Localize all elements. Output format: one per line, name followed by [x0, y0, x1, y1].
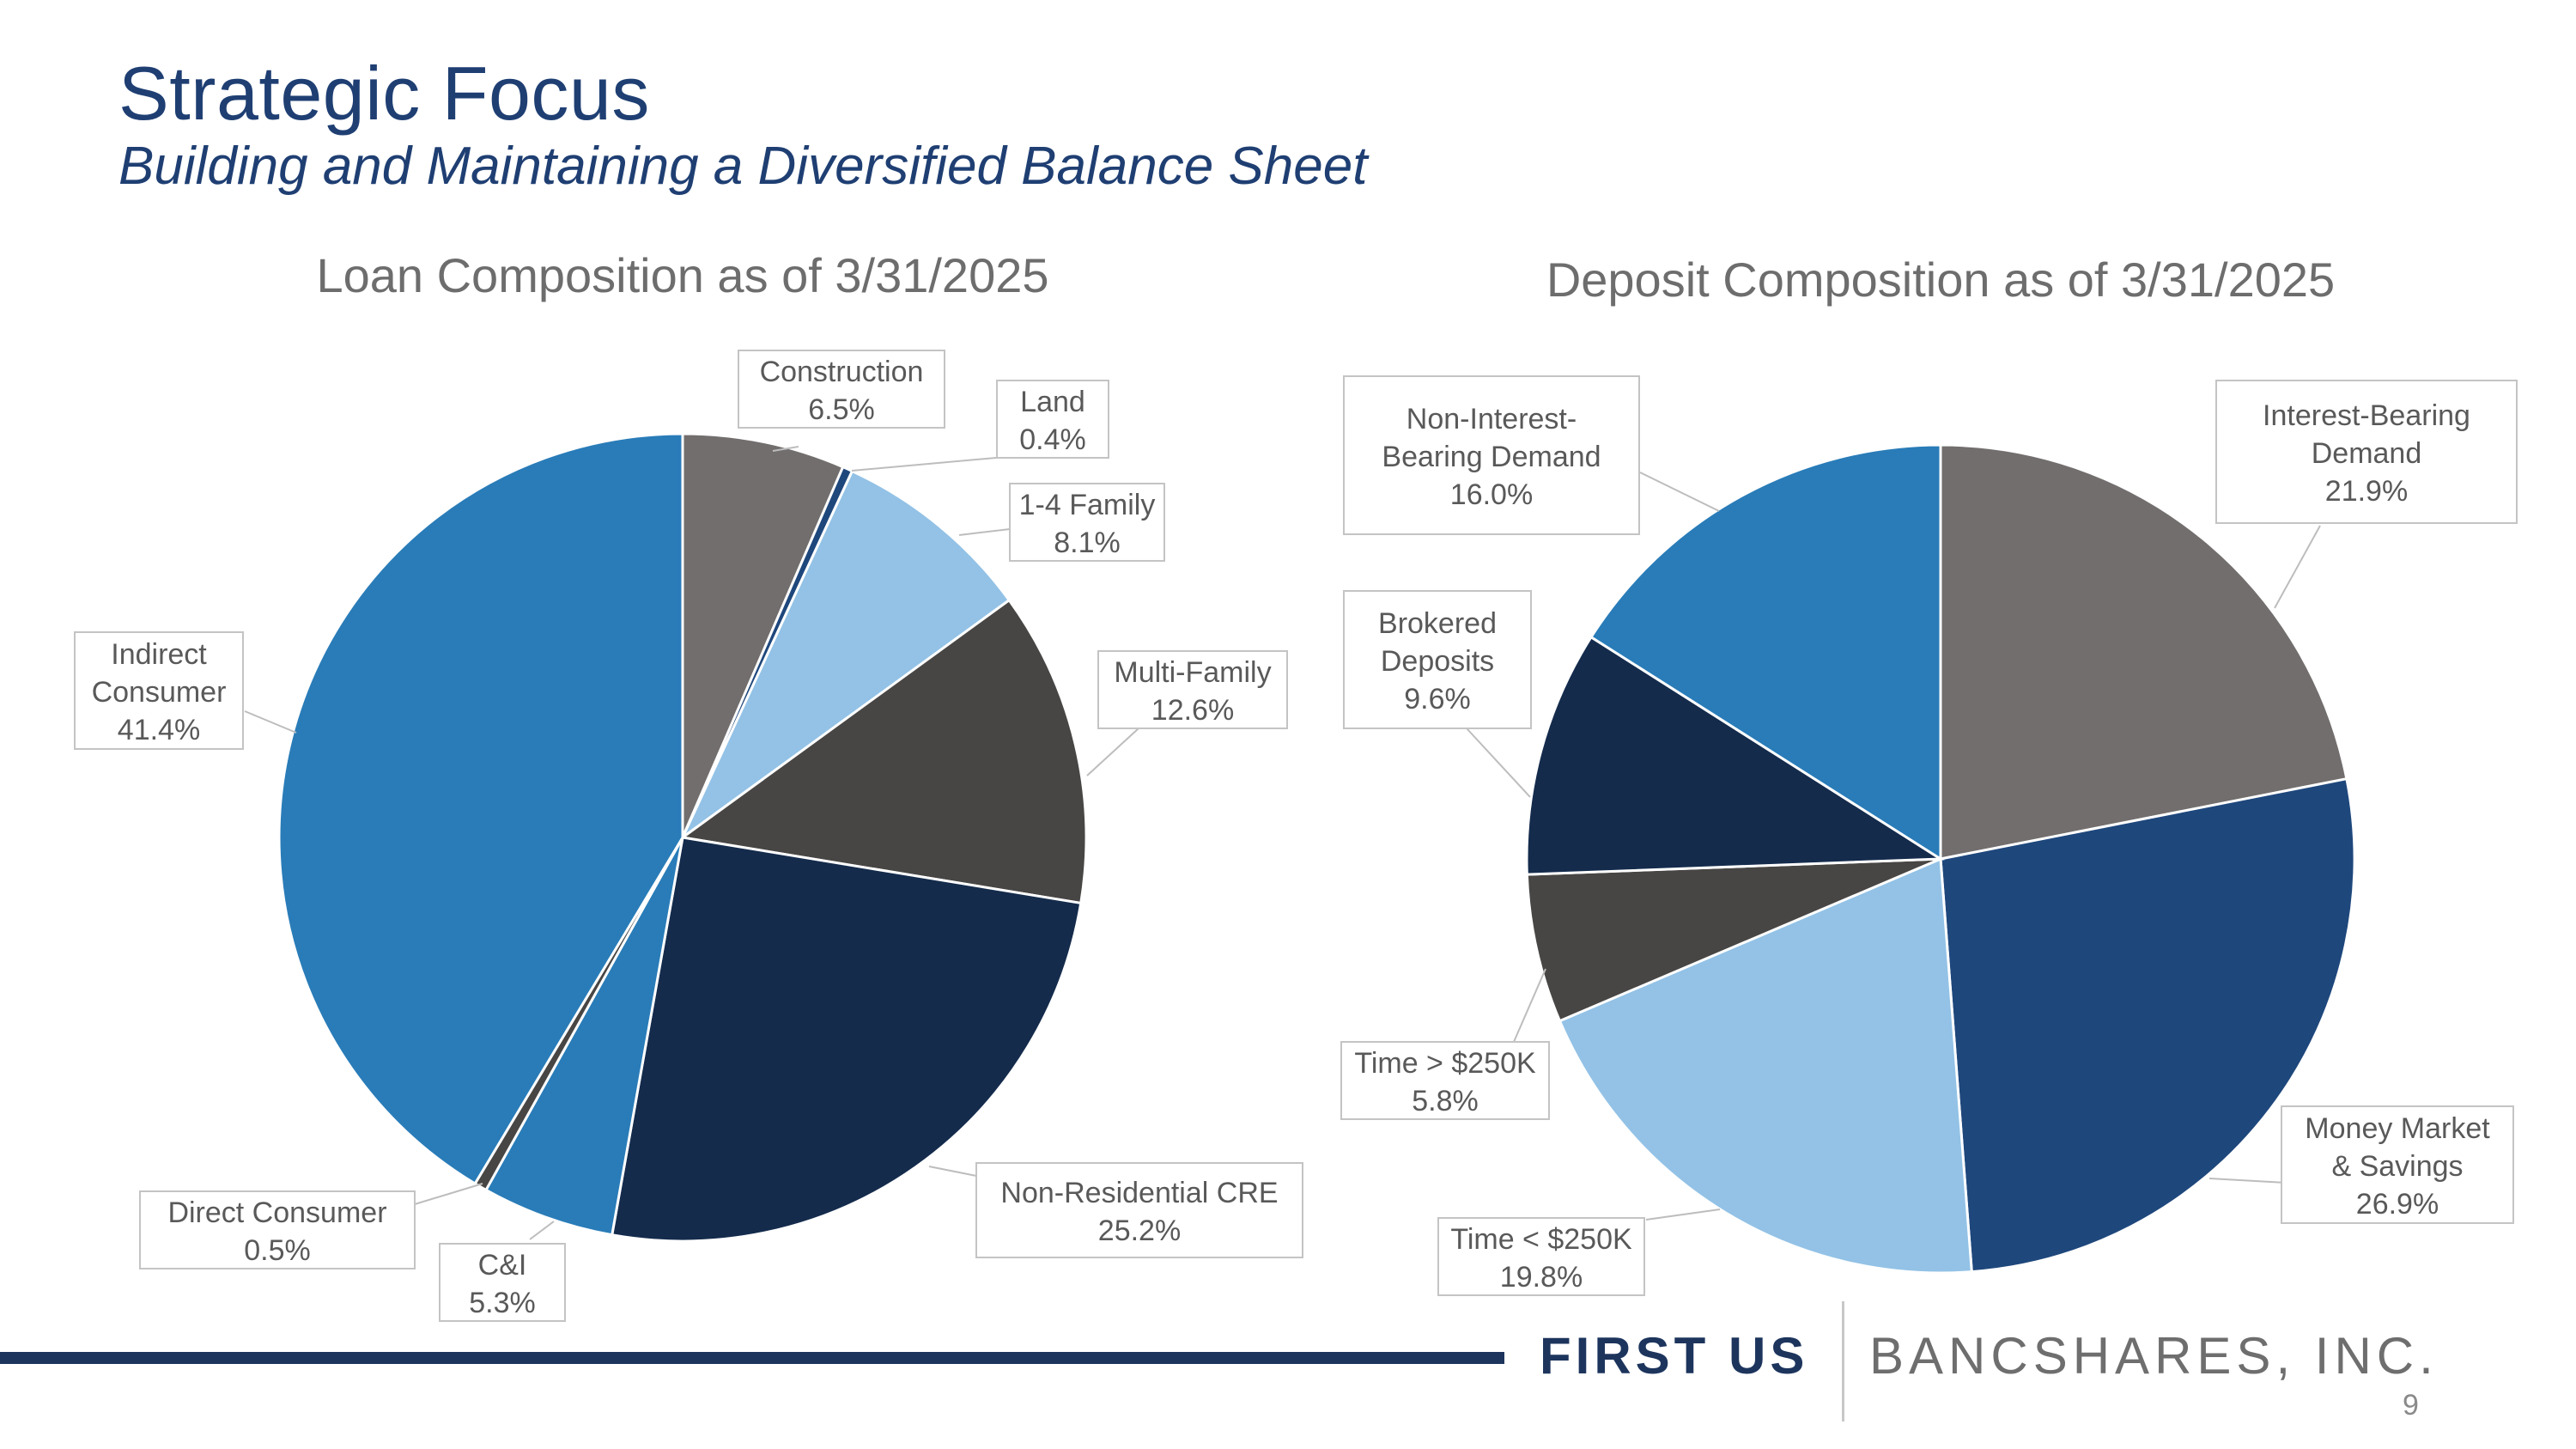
pie-slice-time-250k — [1558, 856, 1973, 1275]
leader-line — [1513, 968, 1546, 1043]
slice-label-construction: Construction 6.5% — [738, 350, 945, 452]
slice-value-label: 9.6% — [1404, 683, 1471, 715]
slice-label-money-market-savings: Money Market & Savings 26.9% — [2208, 1105, 2514, 1224]
page-number: 9 — [2403, 1389, 2419, 1422]
slice-category-label: Time < $250K — [1450, 1223, 1632, 1256]
slice-category-label: C&I — [478, 1249, 527, 1282]
slice-category-label: Direct Consumer — [167, 1196, 386, 1229]
slice-label-brokered-deposits: Brokered Deposits 9.6% — [1343, 590, 1532, 798]
leader-line — [928, 1166, 977, 1177]
leader-line — [529, 1221, 555, 1240]
slice-category-label: Consumer — [92, 676, 227, 709]
pie-chart-deposit: Deposit Composition as of 3/31/2025 Inter… — [1340, 253, 2518, 1296]
slice-category-label: Non-Residential CRE — [1000, 1177, 1278, 1209]
leader-line — [1645, 1209, 1721, 1221]
label-box — [1343, 590, 1532, 729]
slice-category-label: 1-4 Family — [1019, 489, 1156, 521]
slice-category-label: & Savings — [2331, 1150, 2463, 1183]
label-box — [2281, 1105, 2514, 1224]
slide-title: Strategic Focus — [118, 51, 650, 136]
pie-slice-brokered-deposits — [1525, 635, 1945, 876]
label-box — [996, 380, 1109, 459]
slice-value-label: 8.1% — [1054, 527, 1121, 559]
pie-slice-c-i — [483, 837, 684, 1237]
label-box — [439, 1243, 566, 1322]
label-box — [975, 1162, 1303, 1258]
slice-label-interest-bearing-demand: Interest-Bearing Demand 21.9% — [2215, 380, 2518, 609]
slice-category-label: Indirect — [111, 638, 207, 671]
label-box — [1437, 1217, 1645, 1296]
brand-name-bold: FIRST US — [1540, 1327, 1809, 1385]
leader-line — [2274, 525, 2321, 609]
leader-line — [772, 446, 799, 452]
slice-value-label: 0.4% — [1019, 423, 1086, 456]
slice-category-label: Bearing Demand — [1382, 441, 1601, 473]
slice-category-label: Brokered — [1378, 607, 1497, 640]
brand-name-light: BANCSHARES, INC. — [1869, 1327, 2439, 1385]
slide-subtitle: Building and Maintaining a Diversified B… — [118, 137, 1368, 196]
label-box — [738, 350, 945, 429]
slice-value-label: 19.8% — [1500, 1261, 1583, 1294]
slice-value-label: 21.9% — [2325, 475, 2408, 508]
chart-title: Deposit Composition as of 3/31/2025 — [1546, 253, 2335, 307]
slice-category-label: Non-Interest- — [1406, 403, 1577, 435]
slice-label-1-4-family: 1-4 Family 8.1% — [958, 483, 1165, 562]
slice-value-label: 26.9% — [2356, 1188, 2439, 1221]
pie-slice-time-250k — [1525, 857, 1941, 1023]
slice-category-label: Land — [1020, 386, 1085, 418]
leader-line — [1466, 728, 1531, 798]
label-box — [139, 1190, 416, 1269]
slice-label-direct-consumer: Direct Consumer 0.5% — [139, 1183, 483, 1269]
label-box — [2215, 380, 2518, 524]
pie-slice-non-interest-bearing-demand — [1589, 443, 1942, 861]
slice-value-label: 5.8% — [1412, 1085, 1479, 1117]
leader-line — [1086, 728, 1139, 776]
leader-line — [851, 457, 997, 472]
label-box — [1009, 483, 1165, 562]
leader-line — [244, 710, 297, 734]
leader-line — [2208, 1178, 2287, 1184]
label-box — [1343, 375, 1640, 535]
label-box — [1097, 650, 1288, 729]
pie-slice-indirect-consumer — [277, 432, 684, 1186]
slice-value-label: 5.3% — [469, 1287, 536, 1319]
slice-category-label: Interest-Bearing — [2263, 399, 2470, 432]
slice-label-indirect-consumer: Indirect Consumer 41.4% — [74, 631, 297, 750]
brand-separator — [1842, 1301, 1844, 1422]
slice-category-label: Demand — [2312, 437, 2422, 470]
slice-value-label: 0.5% — [244, 1234, 311, 1267]
slice-category-label: Multi-Family — [1114, 656, 1271, 689]
pie-chart-loan: Loan Composition as of 3/31/2025 Construc… — [74, 248, 1303, 1322]
slice-category-label: Deposits — [1381, 645, 1494, 678]
label-box — [74, 631, 244, 750]
slice-category-label: Construction — [760, 356, 924, 388]
pie-slice-multi-family — [679, 598, 1088, 905]
slice-value-label: 41.4% — [118, 714, 200, 746]
chart-title: Loan Composition as of 3/31/2025 — [316, 248, 1048, 302]
leader-line — [1639, 472, 1720, 512]
pie-slice-money-market-savings — [1939, 776, 2356, 1274]
slice-label-c-i: C&I 5.3% — [439, 1221, 566, 1322]
slice-value-label: 25.2% — [1098, 1215, 1181, 1247]
slice-value-label: 12.6% — [1151, 694, 1234, 727]
slice-value-label: 16.0% — [1450, 478, 1533, 511]
pie-slice-1-4-family — [679, 469, 1012, 842]
slice-category-label: Money Market — [2305, 1112, 2490, 1145]
slice-label-time-250k: Time < $250K 19.8% — [1437, 1209, 1721, 1296]
slice-label-multi-family: Multi-Family 12.6% — [1086, 650, 1288, 776]
slice-value-label: 6.5% — [808, 393, 875, 426]
label-box — [1340, 1041, 1550, 1120]
leader-line — [958, 528, 1011, 536]
pie-slice-interest-bearing-demand — [1939, 443, 2348, 861]
footer-bar — [0, 1352, 1504, 1364]
slice-label-non-interest-bearing-demand: Non-Interest- Bearing Demand 16.0% — [1343, 375, 1720, 535]
slice-label-land: Land 0.4% — [851, 380, 1109, 472]
slice-label-time-250k: Time > $250K 5.8% — [1340, 968, 1550, 1120]
slice-label-non-residential-cre: Non-Residential CRE 25.2% — [928, 1162, 1303, 1258]
pie-slice-construction — [681, 432, 845, 838]
slice-category-label: Time > $250K — [1354, 1047, 1536, 1080]
leader-line — [414, 1183, 483, 1205]
pie-slice-non-residential-cre — [611, 836, 1083, 1243]
